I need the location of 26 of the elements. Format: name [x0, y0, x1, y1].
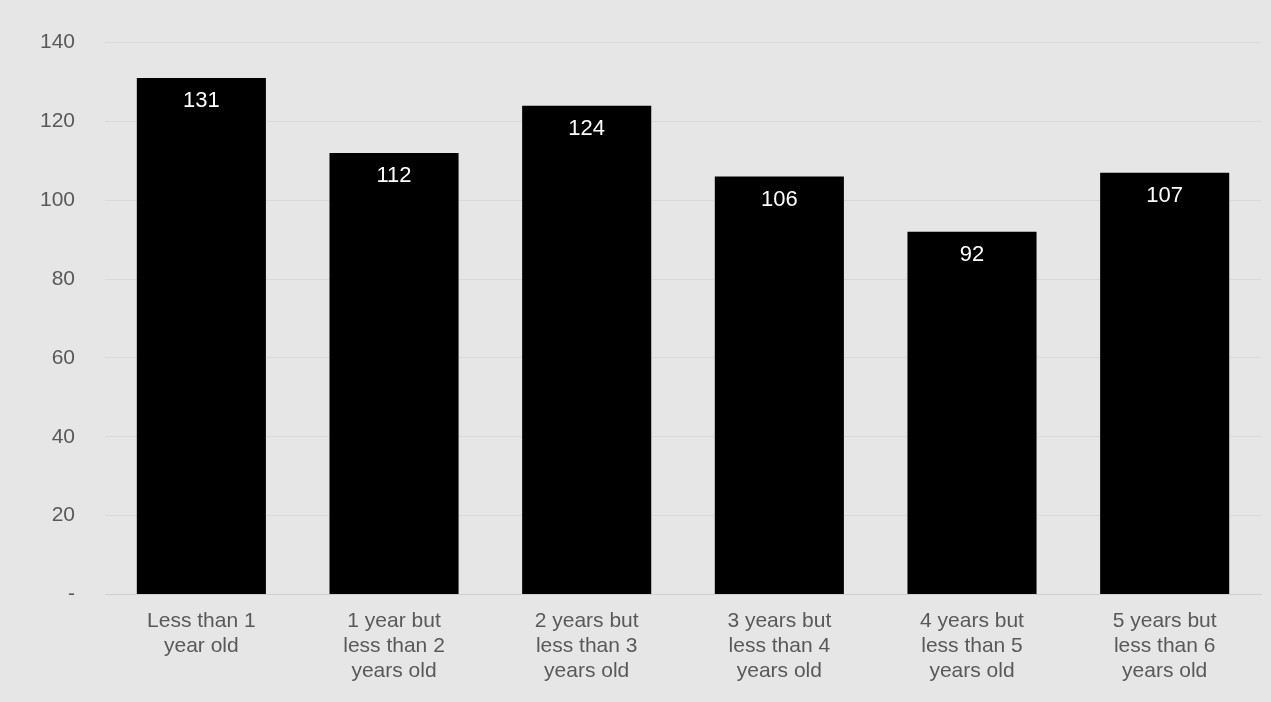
data-label: 106 [760, 185, 798, 211]
data-label: 124 [568, 114, 606, 140]
data-label: 107 [1146, 181, 1184, 207]
y-tick-label: 20 [51, 502, 76, 526]
y-tick-label: - [68, 581, 76, 605]
y-tick-label: 60 [51, 344, 76, 368]
data-label: 131 [183, 87, 220, 113]
x-tick-label: 1 year but less than 2 years old [343, 607, 445, 682]
x-tick-label: 4 years but less than 5 years old [920, 607, 1025, 682]
bar [1100, 172, 1230, 594]
data-label: 92 [959, 240, 985, 266]
y-tick-label: 80 [51, 265, 76, 289]
bar [907, 231, 1037, 594]
x-tick-label: 2 years but less than 3 years old [534, 607, 639, 682]
data-label: 112 [376, 162, 412, 188]
x-tick-label: Less than 1 year old [147, 607, 256, 656]
bar [329, 152, 459, 594]
y-tick-label: 120 [39, 108, 76, 132]
bar [136, 78, 266, 594]
y-tick-label: 140 [39, 29, 76, 53]
bar [714, 176, 844, 594]
y-tick-label: 100 [39, 187, 76, 211]
bar [522, 105, 652, 594]
x-tick-label: 3 years but less than 4 years old [727, 607, 832, 682]
y-tick-label: 40 [51, 423, 76, 447]
x-tick-label: 5 years but less than 6 years old [1112, 607, 1217, 682]
